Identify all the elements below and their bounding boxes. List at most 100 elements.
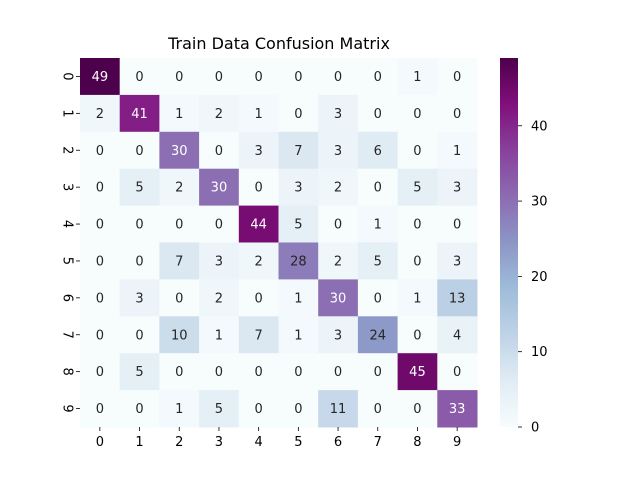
heatmap-cell-r9-c8 — [397, 390, 438, 428]
heatmap-cell-r1-c0 — [80, 94, 121, 133]
heatmap-cell-r4-c2 — [159, 205, 200, 243]
cell-value-label: 0 — [413, 402, 421, 417]
heatmap-cell-r6-c2 — [159, 279, 200, 317]
x-axis: 0 1 2 3 4 5 6 7 8 9 — [96, 427, 461, 450]
cell-value-label: 0 — [135, 70, 143, 85]
heatmap-cell-r8-c0 — [80, 353, 121, 391]
colorbar: 0 10 20 30 40 — [500, 58, 548, 436]
cell-value-label: 4 — [453, 328, 461, 343]
heatmap-cell-r1-c8 — [397, 94, 438, 133]
heatmap-cell-r9-c9 — [437, 390, 478, 428]
heatmap-cell-r4-c0 — [80, 205, 121, 243]
heatmap-cell-r8-c6 — [318, 353, 359, 391]
y-tick-label: 4 — [60, 220, 75, 228]
heatmap-cell-r8-c4 — [238, 353, 279, 391]
heatmap-cell-r0-c7 — [357, 58, 399, 96]
heatmap-cell-r1-c7 — [357, 94, 399, 133]
cell-value-label: 0 — [215, 144, 223, 159]
cell-value-label: 3 — [453, 254, 461, 269]
cell-value-label: 0 — [96, 365, 104, 380]
heatmap-cell-r3-c2 — [159, 168, 200, 207]
cell-value-label: 3 — [255, 144, 263, 159]
y-tick-label: 2 — [60, 146, 75, 154]
heatmap-cell-r2-c5 — [278, 131, 319, 170]
heatmap-cell-r7-c2 — [159, 316, 200, 354]
cell-value-label: 1 — [175, 107, 183, 122]
cell-value-label: 0 — [175, 70, 183, 85]
cell-value-label: 0 — [135, 254, 143, 269]
cell-value-label: 1 — [294, 328, 302, 343]
heatmap-cell-r7-c9 — [437, 316, 478, 354]
cell-value-label: 1 — [413, 70, 421, 85]
cell-value-label: 0 — [374, 107, 382, 122]
cell-value-label: 1 — [294, 291, 302, 306]
cell-value-label: 1 — [453, 144, 461, 159]
cell-value-label: 0 — [453, 107, 461, 122]
cell-value-label: 0 — [374, 402, 382, 417]
heatmap-cell-r0-c3 — [199, 58, 240, 96]
heatmap-cell-r0-c4 — [238, 58, 279, 96]
heatmap-cell-r8-c3 — [199, 353, 240, 391]
x-tick-label: 1 — [135, 435, 143, 450]
heatmap-cell-r9-c7 — [357, 390, 399, 428]
heatmap-cell-r5-c9 — [437, 242, 478, 280]
colorbar-tick-label: 20 — [531, 270, 548, 285]
x-tick-label: 7 — [374, 435, 382, 450]
heatmap-cell-r7-c4 — [238, 316, 279, 354]
x-tick-label: 8 — [413, 435, 421, 450]
heatmap-cell-r5-c1 — [119, 242, 160, 280]
heatmap-cell-r3-c3 — [199, 168, 240, 207]
cell-value-label: 5 — [135, 365, 143, 380]
heatmap-cell-r7-c8 — [397, 316, 438, 354]
cell-value-label: 6 — [374, 144, 382, 159]
cell-value-label: 0 — [96, 328, 104, 343]
cell-value-label: 1 — [175, 402, 183, 417]
heatmap-cell-r8-c2 — [159, 353, 200, 391]
y-tick-label: 7 — [60, 331, 75, 339]
y-tick-label: 1 — [60, 109, 75, 117]
cell-value-label: 41 — [131, 107, 148, 122]
cell-value-label: 0 — [334, 365, 342, 380]
cell-value-label: 0 — [294, 365, 302, 380]
heatmap-cell-r9-c1 — [119, 390, 160, 428]
heatmap-cell-r1-c1 — [119, 94, 160, 133]
cell-value-label: 5 — [294, 218, 302, 233]
heatmap-cell-r7-c5 — [278, 316, 319, 354]
cell-value-label: 2 — [96, 107, 104, 122]
cell-value-label: 0 — [135, 144, 143, 159]
cell-value-label: 0 — [413, 107, 421, 122]
heatmap-cell-r4-c5 — [278, 205, 319, 243]
cell-value-label: 0 — [96, 181, 104, 196]
heatmap-cell-r2-c7 — [357, 131, 399, 170]
y-tick-label: 5 — [60, 257, 75, 265]
heatmap-cell-r5-c6 — [318, 242, 359, 280]
heatmap-cell-r1-c2 — [159, 94, 200, 133]
cell-value-label: 0 — [294, 70, 302, 85]
cell-value-label: 3 — [215, 254, 223, 269]
cell-value-label: 10 — [171, 328, 188, 343]
heatmap-cell-r6-c8 — [397, 279, 438, 317]
cell-value-label: 0 — [255, 70, 263, 85]
cell-value-label: 0 — [334, 218, 342, 233]
cell-value-label: 30 — [171, 144, 188, 159]
heatmap-cell-r3-c7 — [357, 168, 399, 207]
cell-value-label: 0 — [374, 70, 382, 85]
heatmap-cell-r7-c0 — [80, 316, 121, 354]
cell-value-label: 0 — [374, 365, 382, 380]
heatmap-cell-r1-c6 — [318, 94, 359, 133]
cell-value-label: 2 — [215, 291, 223, 306]
heatmap-cell-r3-c9 — [437, 168, 478, 207]
cell-value-label: 0 — [215, 218, 223, 233]
heatmap-cells — [80, 58, 478, 428]
heatmap-cell-r4-c7 — [357, 205, 399, 243]
heatmap-cell-r2-c0 — [80, 131, 121, 170]
heatmap-cell-r8-c5 — [278, 353, 319, 391]
heatmap-cell-r0-c1 — [119, 58, 160, 96]
cell-value-label: 11 — [330, 402, 347, 417]
cell-value-label: 44 — [250, 218, 267, 233]
cell-value-label: 5 — [413, 181, 421, 196]
heatmap-cell-r7-c6 — [318, 316, 359, 354]
heatmap-cell-r3-c6 — [318, 168, 359, 207]
cell-value-label: 0 — [294, 402, 302, 417]
